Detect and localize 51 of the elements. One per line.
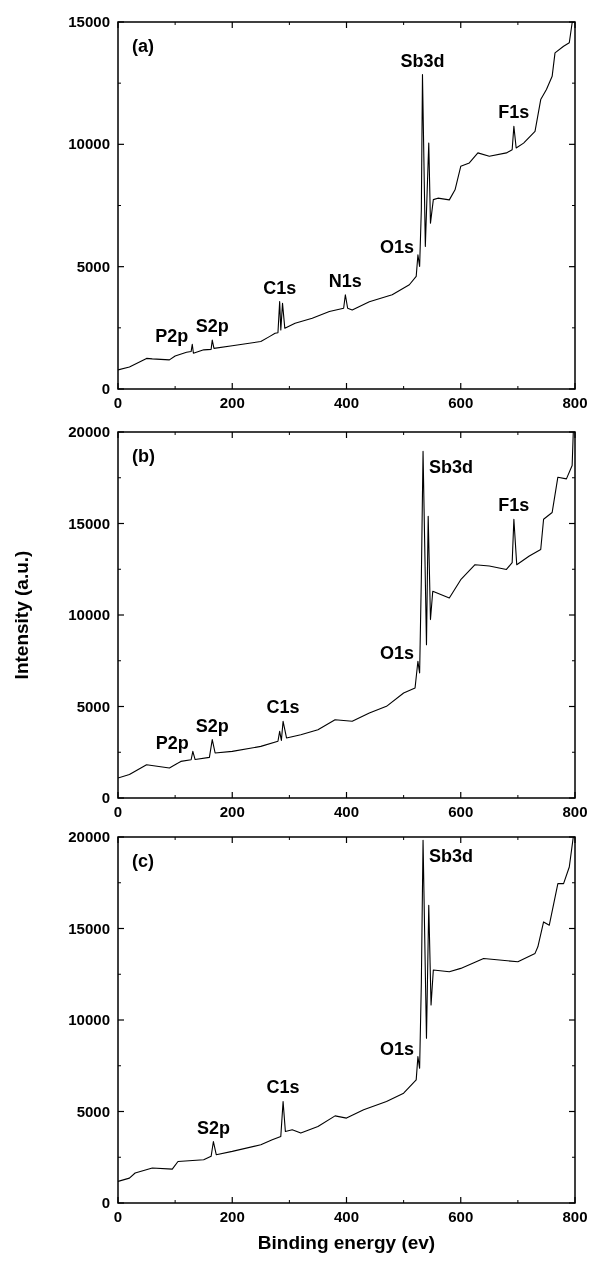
annotation: C1s — [263, 277, 297, 298]
x-tick-label: 800 — [562, 394, 588, 411]
annotation: Sb3d — [429, 457, 474, 478]
annotation: Sb3d — [429, 846, 474, 867]
y-tick-label: 15000 — [68, 919, 110, 937]
x-axis-title: Binding energy (ev) — [257, 1232, 436, 1253]
x-tick-label: 800 — [562, 803, 588, 820]
x-tick-label: 200 — [219, 394, 245, 411]
annotation: (b) — [132, 446, 155, 466]
annotation: O1s — [379, 236, 414, 257]
y-tick-label: 0 — [101, 380, 110, 397]
x-tick-label: 200 — [219, 803, 245, 820]
y-tick-label: 0 — [101, 789, 110, 806]
y-tick-label: 10000 — [68, 1011, 110, 1028]
y-tick-label: 10000 — [68, 135, 110, 153]
x-tick-label: 0 — [113, 803, 123, 820]
x-tick-label: 0 — [113, 1208, 123, 1225]
y-tick-label: 5000 — [76, 257, 110, 275]
y-tick-label: 5000 — [76, 1102, 110, 1120]
y-tick-label: 20000 — [68, 828, 110, 845]
y-axis-title: Intensity (a.u.) — [11, 550, 32, 680]
annotation: F1s — [498, 495, 530, 516]
x-tick-label: 200 — [219, 1208, 245, 1225]
annotation: Sb3d — [400, 50, 445, 71]
annotation: O1s — [379, 643, 414, 664]
y-tick-label: 20000 — [68, 423, 110, 440]
annotation: P2p — [155, 326, 189, 347]
annotation: F1s — [498, 102, 530, 123]
x-tick-label: 600 — [448, 803, 474, 820]
annotation: S2p — [195, 316, 229, 337]
annotation: C1s — [266, 697, 300, 718]
y-tick-label: 10000 — [68, 606, 110, 623]
x-tick-label: 400 — [333, 1208, 360, 1225]
annotation: P2p — [155, 733, 189, 754]
x-tick-label: 400 — [333, 803, 360, 820]
x-tick-label: 600 — [448, 394, 474, 411]
annotation: (c) — [132, 851, 154, 871]
y-tick-label: 5000 — [76, 697, 110, 715]
annotation: N1s — [328, 270, 362, 291]
x-tick-label: 400 — [333, 394, 360, 411]
annotation: (a) — [132, 36, 154, 56]
annotation: O1s — [379, 1038, 414, 1059]
annotation: S2p — [196, 1117, 230, 1138]
y-tick-label: 15000 — [68, 514, 110, 532]
y-tick-label: 0 — [101, 1194, 110, 1211]
y-tick-label: 15000 — [68, 13, 110, 30]
annotation: C1s — [266, 1077, 300, 1098]
x-tick-label: 0 — [113, 394, 123, 411]
x-tick-label: 800 — [562, 1208, 588, 1225]
x-tick-label: 600 — [448, 1208, 474, 1225]
annotation: S2p — [195, 715, 229, 736]
